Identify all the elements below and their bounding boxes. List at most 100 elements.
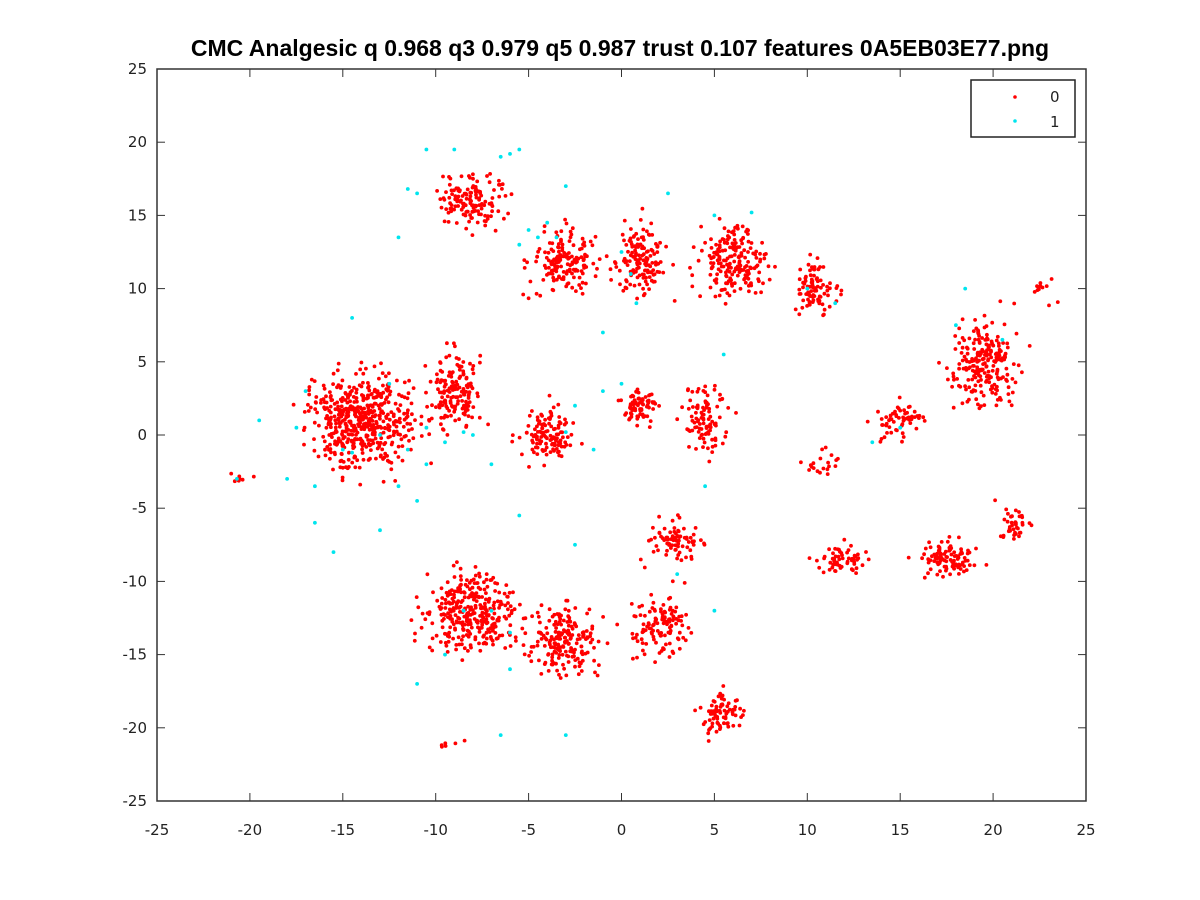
data-point-series-0 <box>364 434 369 439</box>
data-point-series-0 <box>457 642 462 647</box>
data-point-series-0 <box>356 408 360 413</box>
data-point-series-0 <box>353 465 358 470</box>
data-point-series-0 <box>557 612 561 617</box>
data-point-series-0 <box>354 372 358 376</box>
data-point-series-0 <box>483 601 487 606</box>
data-point-series-0 <box>410 412 414 417</box>
data-point-series-1 <box>508 667 512 672</box>
data-point-series-0 <box>836 554 841 559</box>
data-point-series-0 <box>348 419 353 424</box>
data-point-series-0 <box>965 558 970 563</box>
data-point-series-0 <box>635 242 640 247</box>
data-point-series-0 <box>821 466 826 471</box>
data-point-series-0 <box>717 249 722 254</box>
data-point-series-0 <box>703 720 708 724</box>
data-point-series-0 <box>595 673 600 678</box>
data-point-series-0 <box>448 201 452 206</box>
data-point-series-0 <box>404 434 408 438</box>
data-point-series-0 <box>643 279 648 284</box>
data-point-series-1 <box>805 286 810 291</box>
data-point-series-0 <box>798 267 803 272</box>
data-point-series-0 <box>887 425 892 429</box>
data-point-series-0 <box>458 394 463 398</box>
data-point-series-0 <box>493 228 498 233</box>
data-point-series-1 <box>461 608 466 613</box>
data-point-series-0 <box>544 637 549 642</box>
data-point-series-0 <box>411 386 416 390</box>
data-point-series-0 <box>560 430 565 435</box>
data-point-series-0 <box>714 252 719 256</box>
data-point-series-0 <box>670 649 675 654</box>
y-tick-label: 15 <box>128 206 147 224</box>
data-point-series-0 <box>721 264 726 269</box>
data-point-series-0 <box>394 424 399 429</box>
data-point-series-0 <box>732 253 737 257</box>
data-point-series-0 <box>370 431 375 435</box>
data-point-series-0 <box>960 345 965 350</box>
data-point-series-0 <box>647 233 652 237</box>
legend-marker-series-1 <box>1013 119 1017 123</box>
data-point-series-0 <box>362 427 367 432</box>
data-point-series-0 <box>401 424 406 429</box>
data-point-series-0 <box>477 574 482 579</box>
data-point-series-0 <box>340 396 345 400</box>
data-point-series-0 <box>702 541 706 546</box>
data-point-series-0 <box>718 392 722 397</box>
data-point-series-0 <box>971 341 976 346</box>
data-point-series-0 <box>659 607 663 612</box>
data-point-series-0 <box>724 240 729 245</box>
data-point-series-0 <box>537 421 541 426</box>
data-point-series-0 <box>993 352 998 356</box>
data-point-series-0 <box>995 369 1000 374</box>
data-point-series-0 <box>475 220 480 225</box>
data-point-series-0 <box>713 438 718 443</box>
data-point-series-0 <box>534 291 539 296</box>
data-point-series-0 <box>496 209 501 214</box>
data-point-series-0 <box>451 636 455 641</box>
data-point-series-0 <box>701 417 706 422</box>
data-point-series-0 <box>760 240 764 245</box>
data-point-series-0 <box>430 648 435 653</box>
data-point-series-0 <box>313 407 318 411</box>
data-point-series-0 <box>544 255 549 260</box>
data-point-series-0 <box>331 467 335 472</box>
data-point-series-0 <box>735 273 740 278</box>
data-point-series-0 <box>674 621 678 626</box>
data-point-series-0 <box>572 275 576 280</box>
data-point-series-0 <box>550 441 555 446</box>
data-point-series-0 <box>497 606 501 610</box>
data-point-series-0 <box>358 367 363 372</box>
data-point-series-0 <box>974 546 978 551</box>
data-point-series-0 <box>725 721 730 726</box>
data-point-series-0 <box>453 404 458 409</box>
data-point-series-1 <box>313 484 317 489</box>
data-point-series-0 <box>889 430 894 435</box>
data-point-series-0 <box>476 209 480 214</box>
data-point-series-0 <box>488 578 493 582</box>
data-point-series-0 <box>369 448 373 452</box>
data-point-series-0 <box>641 276 646 280</box>
data-point-series-0 <box>474 599 479 603</box>
data-point-series-0 <box>706 432 711 436</box>
data-point-series-1 <box>285 477 289 481</box>
data-point-series-1 <box>898 425 903 430</box>
data-point-series-0 <box>865 419 870 424</box>
data-point-series-0 <box>970 377 975 382</box>
data-point-series-0 <box>381 430 386 435</box>
data-point-series-0 <box>641 286 645 291</box>
data-point-series-0 <box>951 562 956 567</box>
data-point-series-0 <box>548 642 552 647</box>
data-point-series-0 <box>944 559 949 564</box>
data-point-series-0 <box>474 193 478 197</box>
data-point-series-0 <box>482 587 487 592</box>
data-point-series-0 <box>331 371 336 376</box>
x-tick-label: 10 <box>798 821 817 839</box>
data-point-series-0 <box>921 415 926 420</box>
data-point-series-0 <box>818 456 823 461</box>
data-point-series-0 <box>914 426 919 431</box>
data-point-series-0 <box>619 398 623 403</box>
data-point-series-0 <box>640 630 645 635</box>
data-point-series-0 <box>447 408 451 413</box>
data-point-series-0 <box>354 390 359 395</box>
